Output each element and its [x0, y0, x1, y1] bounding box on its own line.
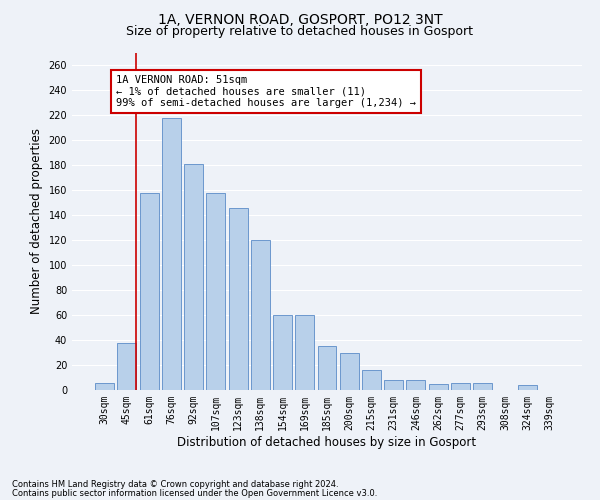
Bar	[518, 385, 536, 390]
Bar	[295, 315, 314, 390]
Bar	[95, 382, 114, 390]
Bar	[251, 240, 270, 390]
Bar	[340, 352, 359, 390]
Bar	[140, 192, 158, 390]
Y-axis label: Number of detached properties: Number of detached properties	[30, 128, 43, 314]
Bar	[273, 315, 292, 390]
Text: Contains public sector information licensed under the Open Government Licence v3: Contains public sector information licen…	[12, 488, 377, 498]
Bar	[184, 164, 203, 390]
Text: 1A, VERNON ROAD, GOSPORT, PO12 3NT: 1A, VERNON ROAD, GOSPORT, PO12 3NT	[158, 12, 442, 26]
X-axis label: Distribution of detached houses by size in Gosport: Distribution of detached houses by size …	[178, 436, 476, 448]
Bar	[162, 118, 181, 390]
Bar	[229, 208, 248, 390]
Bar	[317, 346, 337, 390]
Bar	[206, 192, 225, 390]
Text: Size of property relative to detached houses in Gosport: Size of property relative to detached ho…	[127, 25, 473, 38]
Bar	[451, 382, 470, 390]
Text: Contains HM Land Registry data © Crown copyright and database right 2024.: Contains HM Land Registry data © Crown c…	[12, 480, 338, 489]
Bar	[473, 382, 492, 390]
Text: 1A VERNON ROAD: 51sqm
← 1% of detached houses are smaller (11)
99% of semi-detac: 1A VERNON ROAD: 51sqm ← 1% of detached h…	[116, 75, 416, 108]
Bar	[118, 342, 136, 390]
Bar	[362, 370, 381, 390]
Bar	[429, 384, 448, 390]
Bar	[384, 380, 403, 390]
Bar	[406, 380, 425, 390]
